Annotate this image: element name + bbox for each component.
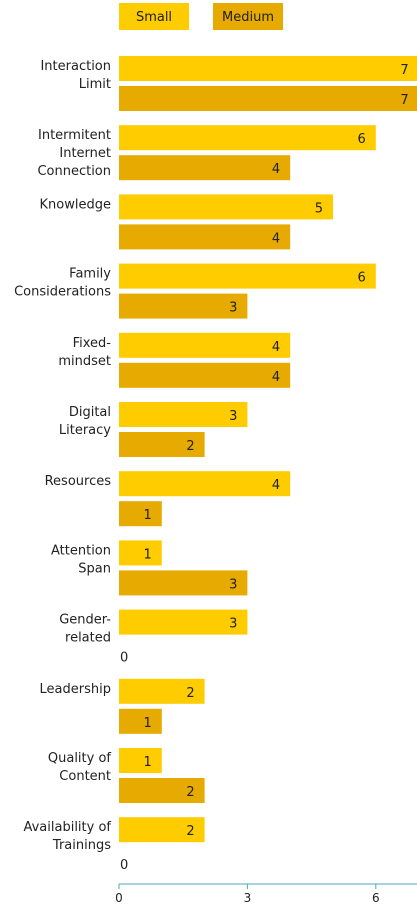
bar-value-label: 1 xyxy=(144,547,152,562)
bar-medium xyxy=(119,293,248,319)
bar-value-label: 4 xyxy=(272,162,280,177)
category-label: Attention Span xyxy=(51,543,111,576)
bar-medium xyxy=(119,778,205,803)
bar-value-label: 3 xyxy=(229,577,237,592)
category-labels: Interaction Limit Intermitent Internet Conne… xyxy=(14,59,111,853)
bar-small xyxy=(119,678,205,704)
x-tick-label: 3 xyxy=(244,891,252,905)
bar-small xyxy=(119,194,333,220)
legend: Small Medium xyxy=(119,3,283,30)
bar-value-label: 4 xyxy=(272,370,280,385)
bar-small xyxy=(119,332,291,358)
bar-small xyxy=(119,817,205,843)
bars: 7 7 6 4 5 4 6 3 4 4 3 2 4 1 1 3 3 0 2 1 1 2 2 0 xyxy=(119,56,417,873)
x-tick-label: 6 xyxy=(372,891,380,905)
bar-value-label: 4 xyxy=(272,340,280,355)
bar-value-label: 2 xyxy=(186,785,194,800)
bar-value-label: 2 xyxy=(186,824,194,839)
category-label: Resources xyxy=(45,474,112,489)
legend-label-medium: Medium xyxy=(222,10,274,25)
bar-medium xyxy=(119,708,162,734)
bar-value-label: 2 xyxy=(186,439,194,454)
bar-small xyxy=(119,125,376,151)
bar-medium xyxy=(119,501,162,527)
bar-value-label: 6 xyxy=(358,132,366,147)
category-label: Gender-related xyxy=(59,613,111,646)
bar-medium xyxy=(119,86,417,111)
bar-small xyxy=(119,263,376,289)
bar-value-label: 4 xyxy=(272,478,280,493)
bar-small xyxy=(119,540,162,566)
bar-value-label: 3 xyxy=(229,301,237,316)
bar-medium xyxy=(119,362,291,388)
bar-small xyxy=(119,471,291,497)
bar-small xyxy=(119,748,162,773)
category-label: Digital Literacy xyxy=(59,405,111,438)
bar-value-label: 3 xyxy=(229,617,237,632)
bar-value-label: 0 xyxy=(120,651,128,666)
bar-small xyxy=(119,402,248,427)
bar-value-label: 1 xyxy=(144,508,152,523)
category-label: Interaction Limit xyxy=(40,59,111,92)
bar-value-label: 5 xyxy=(315,201,323,216)
bar-medium xyxy=(119,155,291,181)
bar-small xyxy=(119,56,417,81)
bar-value-label: 7 xyxy=(400,63,408,78)
bar-value-label: 6 xyxy=(358,271,366,286)
legend-swatch-small xyxy=(119,3,189,30)
bar-small xyxy=(119,609,248,635)
category-label: Availability of Trainings xyxy=(23,820,111,853)
bar-value-label: 0 xyxy=(120,858,128,873)
category-label: Family Considerations xyxy=(14,267,111,300)
bar-value-label: 4 xyxy=(272,231,280,246)
bar-value-label: 1 xyxy=(144,716,152,731)
bar-medium xyxy=(119,224,291,250)
x-axis: 0 3 6 xyxy=(115,883,417,905)
legend-swatch-medium xyxy=(213,3,283,30)
category-label: Fixed-mindset xyxy=(58,336,111,369)
category-label: Intermitent Internet Connection xyxy=(37,128,111,179)
bar-value-label: 3 xyxy=(229,409,237,424)
bar-medium xyxy=(119,432,205,457)
legend-label-small: Small xyxy=(136,10,172,25)
bar-value-label: 7 xyxy=(400,93,408,108)
x-tick-label: 0 xyxy=(115,891,123,905)
category-label: Knowledge xyxy=(40,197,111,212)
category-label: Quality of Content xyxy=(48,751,112,784)
bar-value-label: 1 xyxy=(144,755,152,770)
category-label: Leadership xyxy=(40,682,111,697)
bar-value-label: 2 xyxy=(186,686,194,701)
bar-medium xyxy=(119,570,248,596)
